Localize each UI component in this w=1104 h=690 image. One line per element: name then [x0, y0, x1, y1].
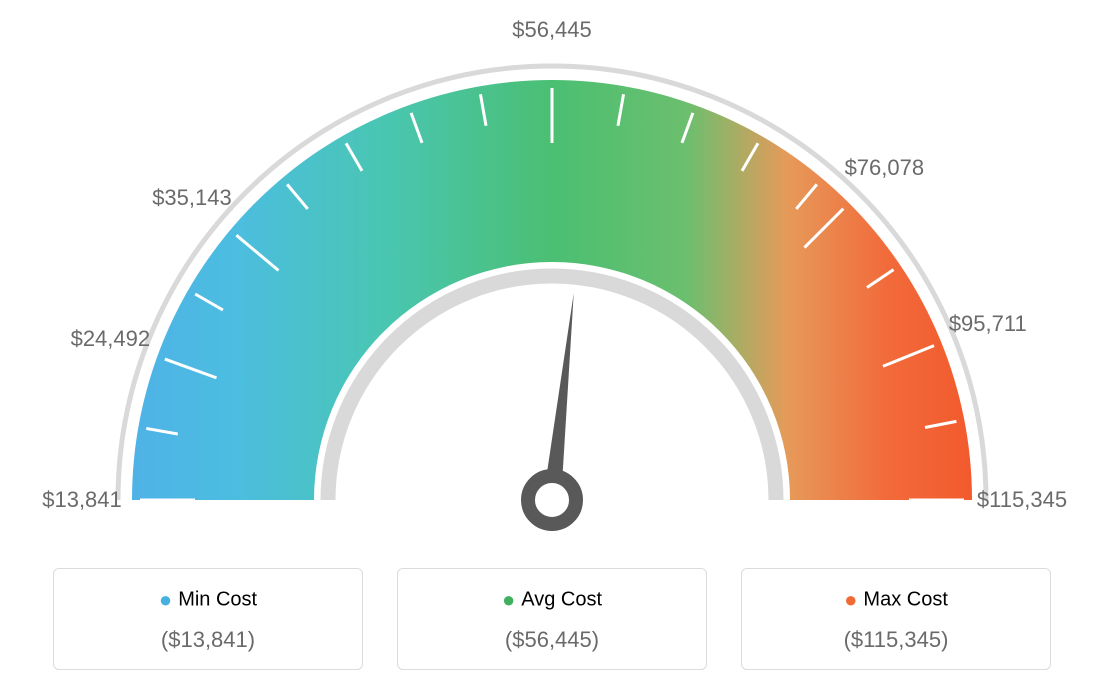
legend-row: ●Min Cost ($13,841) ●Avg Cost ($56,445) … — [0, 568, 1104, 670]
gauge-tick-label: $56,445 — [512, 17, 592, 43]
gauge-tick-label: $76,078 — [845, 155, 925, 181]
chart-container: $13,841 $24,492 $35,143 $56,445 $76,078 $95,7… — [0, 0, 1104, 690]
legend-title-min: ● Min Cost — [64, 587, 352, 613]
legend-card-min: ● Min Cost ($13,841) — [53, 568, 363, 670]
gauge-tick-label: $13,841 — [42, 487, 122, 513]
legend-title-avg: ● Avg Cost — [408, 587, 696, 613]
gauge-tick-label: $115,345 — [977, 487, 1067, 513]
gauge-tick-label: $95,711 — [949, 311, 1027, 337]
gauge-svg — [0, 0, 1104, 560]
legend-value-avg: ($56,445) — [408, 627, 696, 653]
legend-value-max: ($115,345) — [752, 627, 1040, 653]
gauge-tick-label: $35,143 — [152, 185, 232, 211]
legend-title-max: ● Max Cost — [752, 587, 1040, 613]
dot-icon: ● — [844, 587, 857, 612]
legend-card-max: ● Max Cost ($115,345) — [741, 568, 1051, 670]
legend-title-text: Max Cost — [863, 588, 947, 610]
gauge-chart: $13,841 $24,492 $35,143 $56,445 $76,078 $95,7… — [0, 0, 1104, 560]
dot-icon: ● — [502, 587, 515, 612]
legend-value-min: ($13,841) — [64, 627, 352, 653]
legend-title-text: Min Cost — [178, 588, 257, 610]
legend-card-avg: ● Avg Cost ($56,445) — [397, 568, 707, 670]
legend-title-text: Avg Cost — [521, 588, 602, 610]
gauge-tick-label: $24,492 — [71, 326, 151, 352]
dot-icon: ● — [159, 587, 172, 612]
